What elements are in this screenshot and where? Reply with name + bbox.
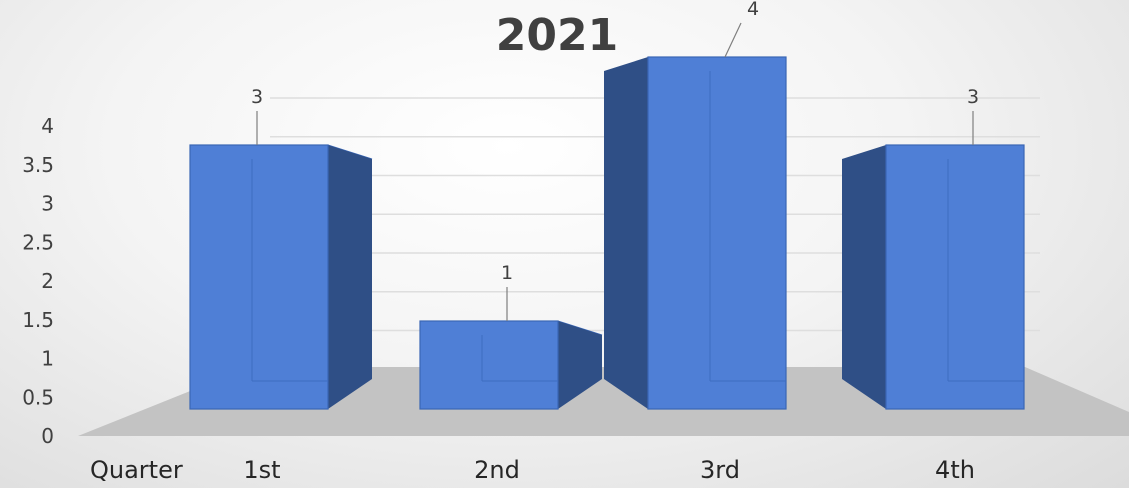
y-tick-label: 1.5 — [22, 308, 54, 332]
y-tick-label: 3.5 — [22, 153, 54, 177]
x-tick-label: 1st — [243, 456, 280, 484]
x-axis-label: Quarter — [90, 456, 183, 484]
y-tick-label: 0.5 — [22, 385, 54, 409]
data-label: 3 — [251, 86, 263, 108]
bar-front — [189, 144, 329, 410]
y-tick-label: 4 — [41, 114, 54, 138]
bar-front — [419, 320, 559, 410]
y-tick-label: 3 — [41, 192, 54, 216]
y-axis-ticks: 0 0.5 1 1.5 2 2.5 3 3.5 4 — [22, 114, 54, 448]
data-label: 4 — [747, 0, 759, 20]
data-label-leader — [724, 22, 742, 58]
bar-side — [558, 321, 602, 409]
bars: 3 1 4 3 — [189, 0, 1025, 410]
data-label: 3 — [967, 86, 979, 108]
x-tick-label: 4th — [935, 456, 975, 484]
x-tick-label: 3rd — [700, 456, 740, 484]
bar-2nd: 1 — [419, 262, 603, 410]
y-tick-label: 2 — [41, 269, 54, 293]
bar-4th: 3 — [842, 86, 1025, 410]
y-tick-label: 2.5 — [22, 230, 54, 254]
x-tick-label: 2nd — [474, 456, 520, 484]
y-tick-label: 0 — [41, 424, 54, 448]
bar-front — [885, 144, 1025, 410]
bar-side — [604, 57, 648, 409]
y-tick-label: 1 — [41, 347, 54, 371]
bar-3rd: 4 — [604, 0, 787, 410]
bar-1st: 3 — [189, 86, 373, 410]
x-axis-ticks: 1st 2nd 3rd 4th — [243, 456, 975, 484]
chart-title: 2021 — [496, 10, 618, 61]
bar-side — [328, 145, 372, 409]
bar-front — [647, 56, 787, 410]
bar-side — [842, 145, 886, 409]
data-label: 1 — [501, 262, 513, 284]
